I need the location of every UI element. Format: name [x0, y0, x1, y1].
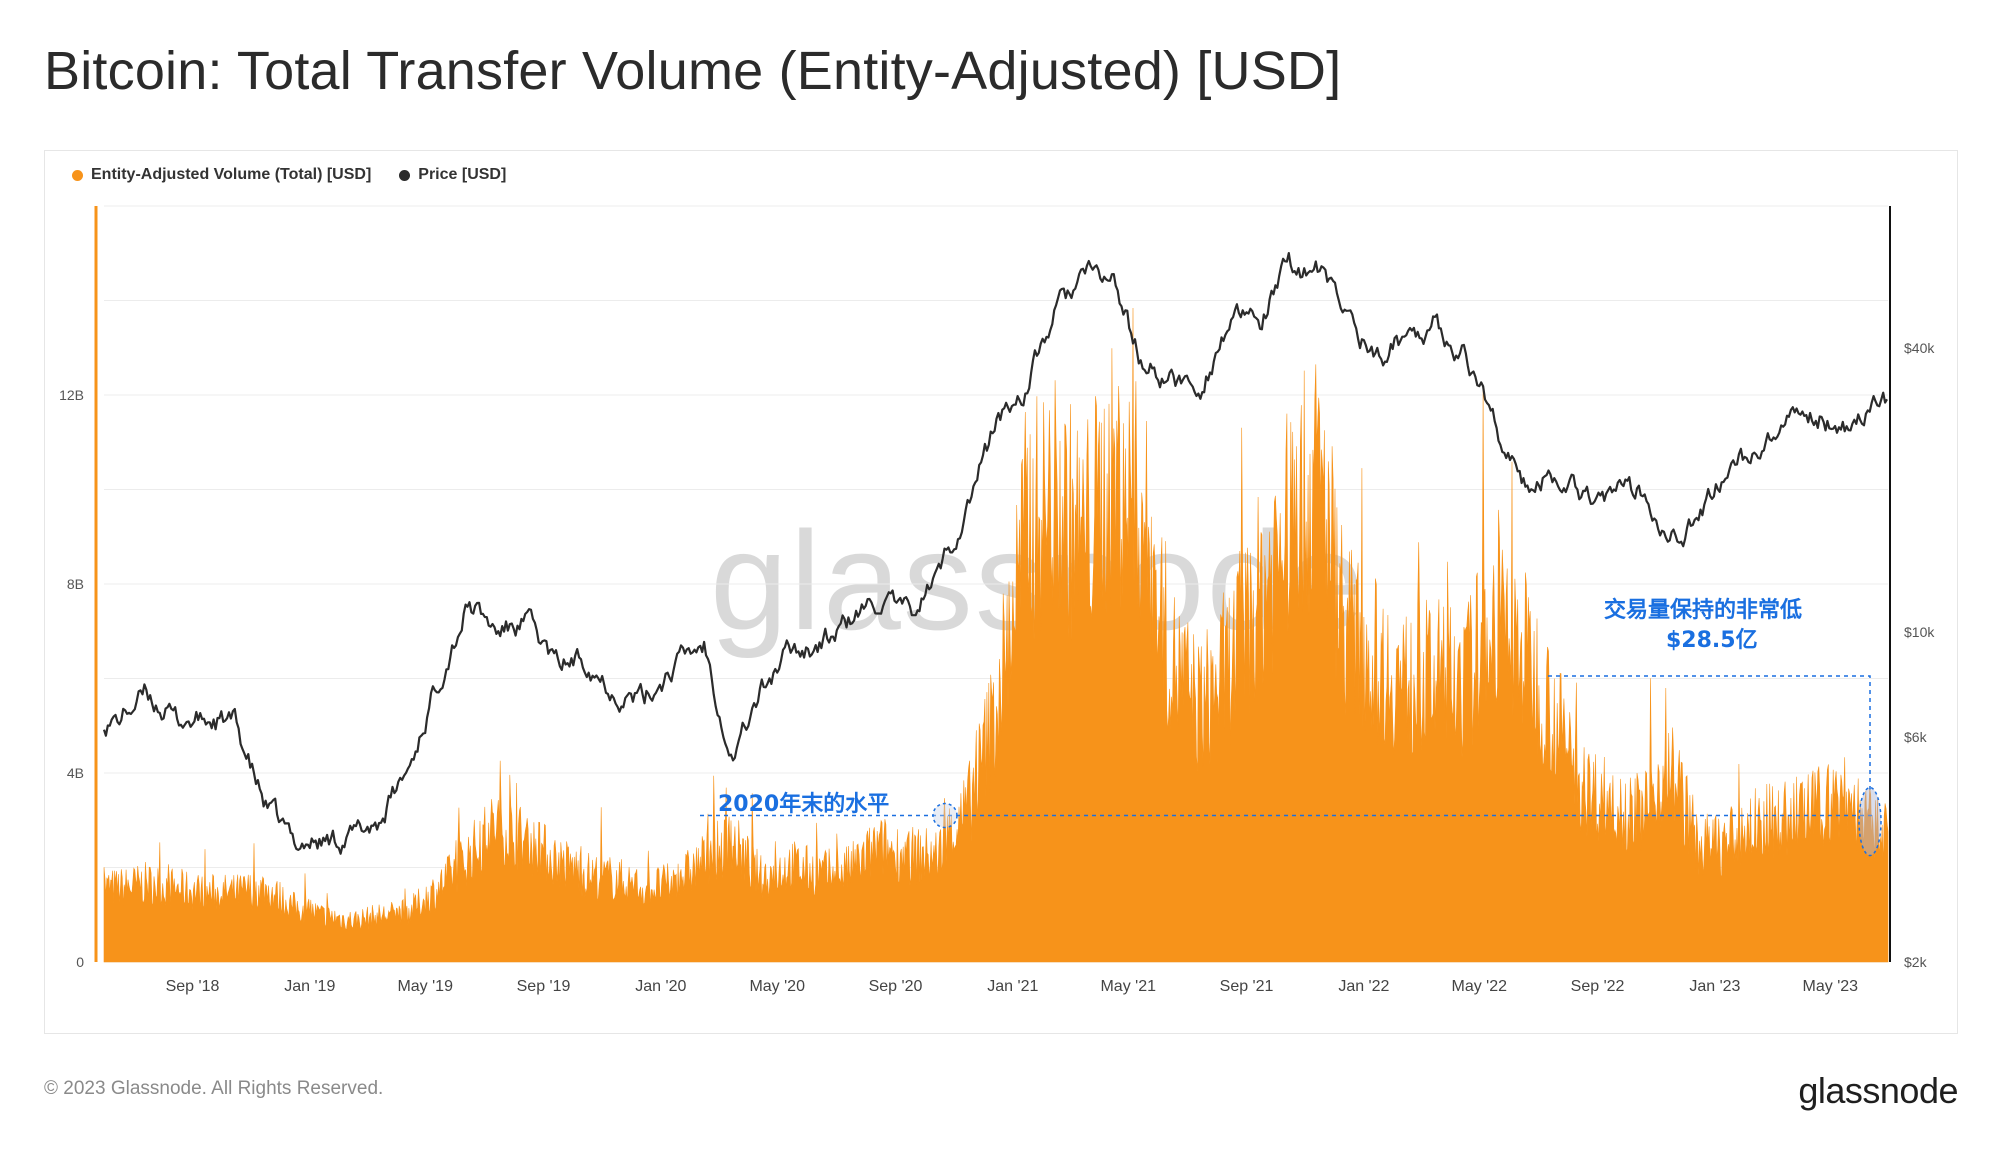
annotation-right-label-line2: $28.5亿 [1666, 628, 1758, 653]
volume-layer [103, 307, 1889, 963]
footer-copyright: © 2023 Glassnode. All Rights Reserved. [44, 1078, 384, 1099]
annotation-circle-left [932, 802, 958, 829]
annotation-layer [700, 675, 1882, 857]
y-right-tick-label: $10k [1904, 624, 1935, 640]
legend-item-volume[interactable]: Entity-Adjusted Volume (Total) [USD] [72, 166, 371, 184]
x-tick-label: Sep '21 [1220, 978, 1274, 995]
x-tick-label: Jan '20 [635, 978, 686, 995]
annotation-bracket-right [1548, 675, 1871, 790]
price-series-line [102, 252, 1888, 855]
annotation-left-label: 2020年末的水平 [718, 792, 890, 817]
annotation-circle-right [1858, 786, 1882, 857]
price-layer [102, 252, 1888, 855]
x-tick-label: May '19 [397, 978, 453, 995]
x-tick-label: May '23 [1803, 978, 1859, 995]
volume-series-area [103, 307, 1889, 963]
y-right-tick-label: $6k [1904, 729, 1928, 745]
footer-logo: glassnode [1798, 1070, 1958, 1111]
legend-dot-volume [72, 169, 83, 181]
x-tick-label: May '20 [749, 978, 805, 995]
x-tick-label: Jan '21 [987, 978, 1038, 995]
axis-layer: 0 4B 8B 12B $2k $6k $10k $40k Sep '18 Jan '19 May … [59, 206, 1935, 995]
x-tick-label: Sep '19 [517, 978, 571, 995]
chart-legend: Entity-Adjusted Volume (Total) [USD] Pri… [72, 166, 506, 184]
annotation-right-label-line1: 交易量保持的非常低 [1604, 598, 1803, 623]
page-title: Bitcoin: Total Transfer Volume (Entity-A… [44, 41, 1342, 101]
legend-dot-price [399, 169, 411, 181]
y-left-tick-label: 0 [76, 954, 84, 970]
legend-label-price: Price [USD] [418, 166, 507, 183]
x-tick-label: Jan '22 [1338, 978, 1389, 995]
x-tick-label: Sep '22 [1571, 978, 1625, 995]
x-tick-label: May '22 [1452, 978, 1508, 995]
x-tick-label: Sep '20 [869, 978, 923, 995]
y-right-tick-label: $2k [1904, 954, 1928, 970]
legend-item-price[interactable]: Price [USD] [399, 166, 506, 184]
y-right-tick-label: $40k [1904, 340, 1935, 356]
x-tick-label: Sep '18 [166, 978, 220, 995]
y-left-tick-label: 8B [67, 576, 84, 592]
x-tick-label: Jan '23 [1689, 978, 1740, 995]
x-tick-label: May '21 [1100, 978, 1156, 995]
y-left-tick-label: 4B [67, 765, 84, 781]
x-tick-label: Jan '19 [284, 978, 335, 995]
y-left-tick-label: 12B [59, 387, 84, 403]
legend-label-volume: Entity-Adjusted Volume (Total) [USD] [91, 166, 372, 183]
